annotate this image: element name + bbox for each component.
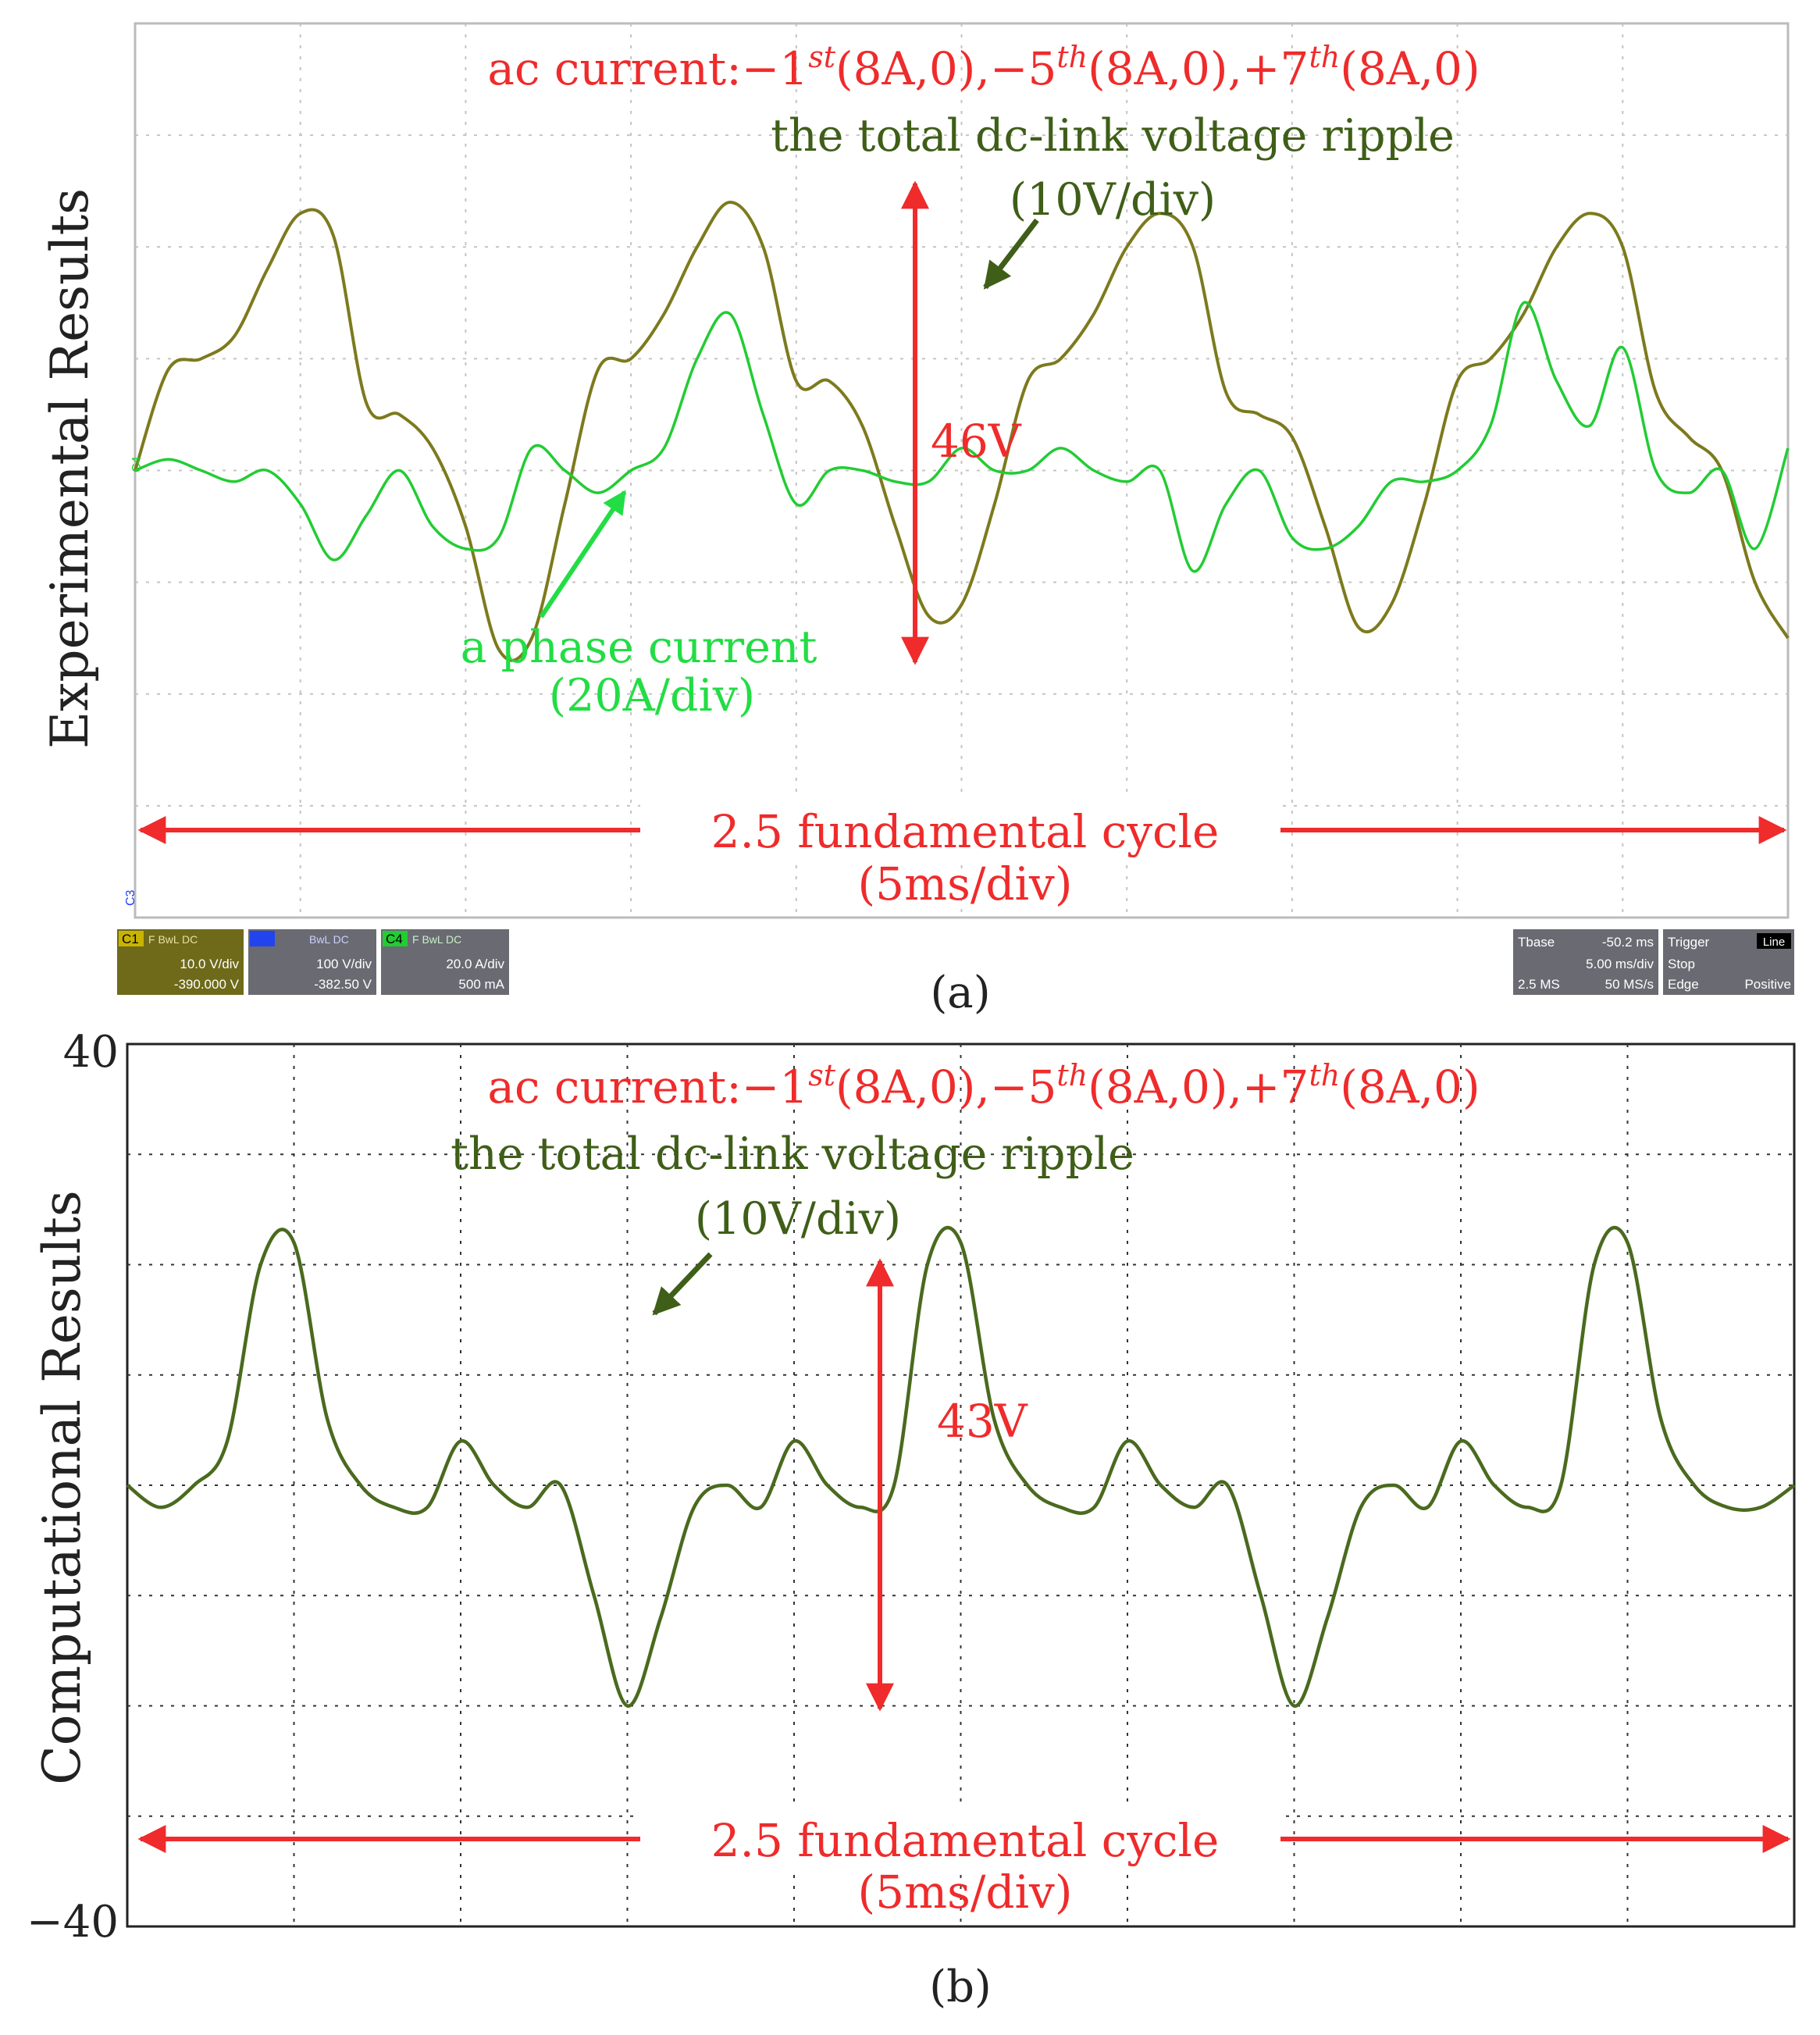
- panel-b-time-label: 2.5 fundamental cycle: [711, 1814, 1220, 1867]
- panel-a-current-scale: (20A/div): [549, 670, 755, 722]
- panel-b-voltage-ripple-line: [126, 1225, 1796, 1708]
- scope-channel-c2-box: BwL DC 100 V/div -382.50 V: [248, 929, 376, 995]
- scope-channel-c2-flags: BwL DC: [309, 933, 349, 946]
- panel-b: 40 −40 Computational Results ac current:…: [27, 1027, 1796, 2012]
- panel-a-current-label: a phase current: [461, 622, 817, 673]
- panel-b-grid: [127, 1044, 1794, 1926]
- panel-a-annotation-title: ac current:−1st(8A,0),−5th(8A,0),+7th(8A…: [487, 40, 1480, 95]
- panel-a-voltage-scale: (10V/div): [1010, 174, 1216, 226]
- panel-b-y-tick-min: −40: [27, 1897, 119, 1948]
- panel-b-voltage-label: the total dc-link voltage ripple: [451, 1128, 1134, 1180]
- panel-a-voltage-pointer: [983, 218, 1039, 290]
- panel-b-annotation-title: ac current:−1st(8A,0),−5th(8A,0),+7th(8A…: [487, 1058, 1480, 1114]
- scope-trigger-label: Trigger: [1668, 935, 1710, 950]
- scope-channel-c2-offset: -382.50 V: [314, 977, 372, 992]
- scope-trigger-mode-badge: Line: [1763, 936, 1785, 949]
- panel-b-side-label: Computational Results: [32, 1190, 92, 1784]
- scope-trigger-box: Trigger Line Stop Edge Positive: [1663, 929, 1794, 995]
- scope-timebase-rate: 50 MS/s: [1605, 977, 1654, 992]
- panel-a-c3-marker: C3: [124, 889, 137, 906]
- scope-channel-c4-tag: C4: [386, 932, 403, 946]
- scope-channel-c1-offset: -390.000 V: [174, 977, 240, 992]
- scope-channel-c1-tag: C1: [122, 932, 139, 946]
- panel-a-c4-marker: C4: [130, 456, 144, 472]
- panel-a-voltage-label: the total dc-link voltage ripple: [771, 110, 1455, 162]
- scope-timebase-box: Tbase -50.2 ms 5.00 ms/div 2.5 MS 50 MS/…: [1513, 929, 1658, 995]
- panel-a-voltage-ripple-line: [134, 201, 1790, 662]
- panel-b-caption: (b): [929, 1962, 992, 2012]
- scope-channel-c1-scale: 10.0 V/div: [180, 957, 239, 971]
- panel-b-voltage-scale: (10V/div): [695, 1193, 901, 1245]
- scope-trigger-type: Edge: [1668, 977, 1699, 992]
- panel-a-grid: [135, 23, 1788, 918]
- scope-channel-c1-box: C1 F BwL DC 10.0 V/div -390.000 V: [117, 929, 244, 995]
- scope-timebase-samples: 2.5 MS: [1518, 977, 1560, 992]
- scope-status-bar: C1 F BwL DC 10.0 V/div -390.000 V BwL DC…: [117, 929, 1794, 995]
- panel-a-phase-current-line: [134, 301, 1790, 573]
- scope-timebase-scale: 5.00 ms/div: [1586, 957, 1654, 971]
- scope-trigger-state: Stop: [1668, 957, 1695, 971]
- panel-b-time-label-backdrop: [640, 1805, 1280, 1871]
- panel-b-y-tick-max: 40: [63, 1027, 119, 1078]
- scope-timebase-label: Tbase: [1518, 935, 1555, 950]
- panel-a-time-label: 2.5 fundamental cycle: [711, 805, 1220, 858]
- panel-b-peak-to-peak-label: 43V: [937, 1395, 1028, 1448]
- scope-channel-c4-flags: F BwL DC: [412, 933, 461, 946]
- panel-a-series: [134, 201, 1790, 662]
- scope-trigger-slope: Positive: [1744, 977, 1791, 992]
- panel-a-time-label-backdrop: [640, 797, 1280, 862]
- panel-b-voltage-pointer: [652, 1252, 713, 1316]
- scope-channel-c1-flags: F BwL DC: [148, 933, 198, 946]
- panel-b-series: [126, 1225, 1796, 1708]
- scope-channel-c4-scale: 20.0 A/div: [446, 957, 504, 971]
- scope-channel-c4-box: C4 F BwL DC 20.0 A/div 500 mA: [381, 929, 509, 995]
- panel-a-caption: (a): [930, 968, 990, 1018]
- scope-channel-c2-scale: 100 V/div: [316, 957, 372, 971]
- panel-b-time-scale: (5ms/div): [858, 1866, 1073, 1919]
- scope-channel-c4-offset: 500 mA: [458, 977, 504, 992]
- panel-a-time-scale: (5ms/div): [858, 857, 1073, 911]
- panel-a: Experimental Results ac current:−1st(8A,…: [40, 22, 1794, 1018]
- panel-a-current-pointer: [539, 490, 627, 618]
- panel-a-peak-to-peak-label: 46V: [931, 415, 1022, 468]
- scope-timebase-delay: -50.2 ms: [1602, 935, 1654, 950]
- panel-a-side-label: Experimental Results: [40, 188, 100, 749]
